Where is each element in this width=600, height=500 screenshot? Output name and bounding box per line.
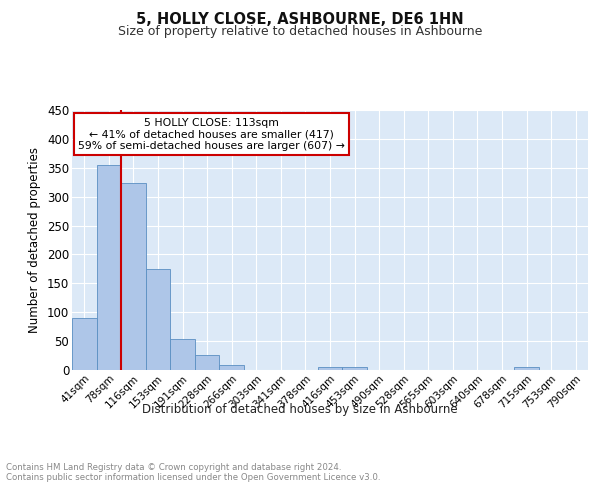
Bar — [514, 367, 539, 370]
Bar — [318, 367, 342, 370]
Bar — [342, 367, 367, 370]
Text: Distribution of detached houses by size in Ashbourne: Distribution of detached houses by size … — [142, 402, 458, 415]
Bar — [170, 339, 195, 370]
Text: Contains HM Land Registry data © Crown copyright and database right 2024.
Contai: Contains HM Land Registry data © Crown c… — [6, 462, 380, 482]
Bar — [195, 355, 220, 370]
Bar — [220, 366, 244, 370]
Y-axis label: Number of detached properties: Number of detached properties — [28, 147, 41, 333]
Bar — [146, 269, 170, 370]
Text: 5 HOLLY CLOSE: 113sqm
← 41% of detached houses are smaller (417)
59% of semi-det: 5 HOLLY CLOSE: 113sqm ← 41% of detached … — [78, 118, 345, 151]
Text: 5, HOLLY CLOSE, ASHBOURNE, DE6 1HN: 5, HOLLY CLOSE, ASHBOURNE, DE6 1HN — [136, 12, 464, 28]
Bar — [72, 318, 97, 370]
Bar — [97, 165, 121, 370]
Bar — [121, 183, 146, 370]
Text: Size of property relative to detached houses in Ashbourne: Size of property relative to detached ho… — [118, 25, 482, 38]
